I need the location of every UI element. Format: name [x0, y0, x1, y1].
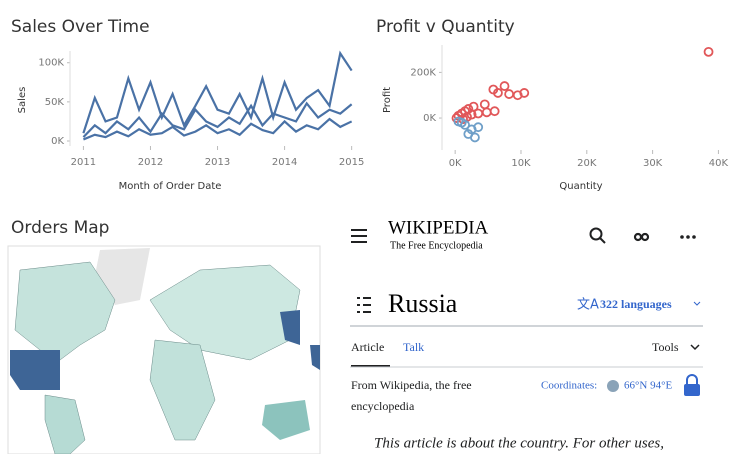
tools-button[interactable]: Tools: [652, 340, 679, 354]
line: [82, 117, 353, 141]
toc-icon[interactable]: [357, 297, 371, 313]
coordinates-label[interactable]: Coordinates:: [541, 380, 597, 392]
wikipedia-panel: WIKIPEDIA The Free Encyclopedia Russia 文…: [350, 217, 703, 451]
point: [481, 107, 492, 118]
x-tick-label: 10K: [511, 158, 531, 169]
wiki-logo[interactable]: WIKIPEDIA: [388, 217, 489, 238]
point: [453, 116, 464, 127]
x-axis-label: Quantity: [559, 181, 602, 192]
point: [473, 122, 484, 133]
watch-icon[interactable]: [633, 232, 650, 242]
more-icon[interactable]: [680, 235, 696, 239]
y-axis-label: Profit: [382, 87, 393, 113]
point: [466, 109, 477, 120]
x-tick-label: 2015: [339, 157, 364, 168]
page-heading: Russia: [388, 289, 458, 318]
point: [470, 132, 480, 143]
point: [703, 46, 714, 57]
chevron: [690, 344, 700, 351]
x-tick-label: 2014: [272, 157, 297, 168]
x-tick-label: 2012: [138, 157, 163, 168]
y-tick-label: 0K: [51, 136, 64, 147]
coordinates[interactable]: 66°N 94°E: [624, 380, 672, 392]
x-tick-label: 2013: [205, 157, 230, 168]
point: [479, 99, 490, 110]
point: [489, 106, 500, 117]
y-tick-label: 0K: [423, 113, 436, 124]
hatnote: This article is about the country. For o…: [374, 435, 664, 451]
map: [7, 245, 321, 454]
language-icon[interactable]: 文A: [577, 298, 599, 313]
x-tick-label: 40K: [709, 158, 729, 169]
y-tick-label: 50K: [45, 97, 65, 108]
tagline-text: From Wikipedia, the free: [351, 378, 472, 392]
tab[interactable]: Article: [351, 340, 384, 354]
tab[interactable]: Talk: [403, 340, 424, 354]
y-axis-label: Sales: [17, 87, 28, 114]
y-tick-label: 200K: [410, 67, 436, 78]
chevron: [693, 301, 701, 306]
wiki-tagline: The Free Encyclopedia: [390, 240, 483, 251]
x-tick-label: 30K: [643, 158, 663, 169]
tagline-text: encyclopedia: [351, 399, 415, 413]
x-tick-label: 2011: [71, 157, 96, 168]
y-tick-label: 100K: [38, 58, 64, 69]
lock-icon: [684, 374, 700, 396]
line: [82, 50, 353, 134]
globe-icon: [607, 380, 619, 392]
line: [82, 101, 353, 138]
search-icon[interactable]: [589, 227, 606, 244]
point: [488, 84, 499, 95]
chart-title: Profit v Quantity: [376, 17, 515, 37]
x-tick-label: 0K: [449, 158, 462, 169]
x-tick-label: 20K: [577, 158, 597, 169]
point: [504, 89, 515, 99]
language-button[interactable]: 322 languages: [600, 297, 672, 311]
chart-title: Sales Over Time: [11, 17, 150, 37]
map-title: Orders Map: [11, 218, 109, 238]
point: [499, 81, 510, 91]
menu-icon[interactable]: [351, 229, 367, 243]
x-axis-label: Month of Order Date: [119, 181, 222, 192]
